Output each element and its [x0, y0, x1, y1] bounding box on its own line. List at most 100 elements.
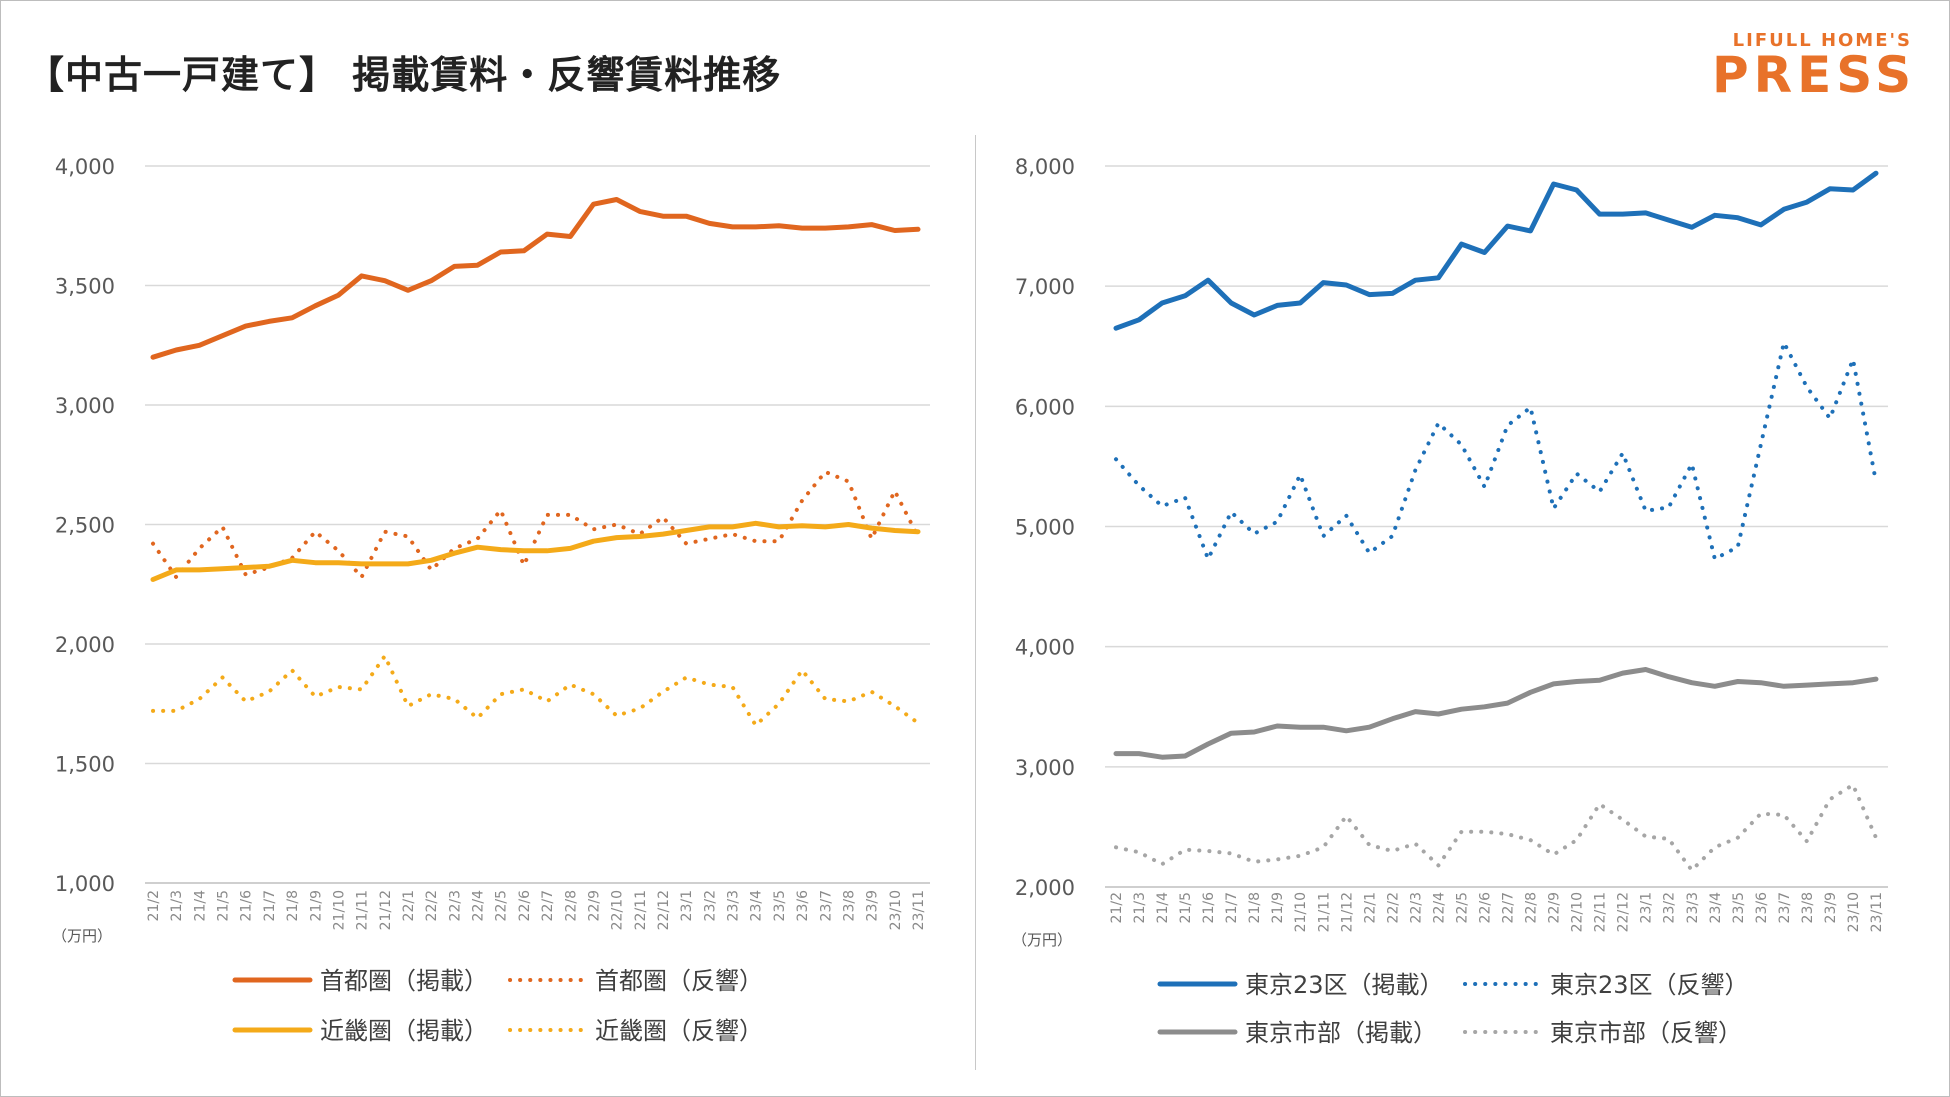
left-x-tick-label: 22/12	[656, 890, 672, 930]
left-series-line-2	[153, 523, 918, 579]
left-legend-label-2: 近畿圏（掲載）	[320, 1017, 488, 1045]
left-x-tick-label: 21/7	[262, 890, 278, 921]
left-legend-label-1: 首都圏（反響）	[595, 967, 763, 995]
right-x-tick-label: 21/12	[1339, 892, 1355, 932]
left-x-tick-label: 21/6	[239, 890, 255, 922]
right-x-tick-label: 23/11	[1869, 892, 1885, 932]
right-unit-label: （万円）	[1012, 931, 1072, 949]
right-x-tick-label: 22/1	[1362, 892, 1378, 923]
right-legend-label-0: 東京23区（掲載）	[1245, 971, 1444, 999]
left-x-tick-label: 22/6	[517, 890, 533, 922]
right-legend-label-3: 東京市部（反響）	[1550, 1019, 1742, 1047]
left-x-tick-label: 23/10	[888, 890, 904, 930]
left-x-tick-label: 23/1	[679, 890, 695, 921]
left-x-tick-label: 21/10	[331, 890, 347, 930]
right-y-tick-label: 4,000	[1015, 636, 1075, 660]
right-x-tick-label: 21/6	[1201, 892, 1217, 924]
right-series-line-0	[1116, 173, 1876, 328]
left-x-tick-label: 21/5	[216, 890, 232, 921]
left-x-tick-label: 22/11	[633, 890, 649, 930]
right-series-line-2	[1116, 670, 1876, 758]
left-series-line-0	[153, 200, 918, 358]
left-x-tick-label: 22/9	[586, 890, 602, 921]
left-y-tick-label: 1,500	[55, 753, 115, 777]
left-x-tick-label: 23/8	[841, 890, 857, 921]
left-x-tick-label: 23/7	[818, 890, 834, 921]
left-x-tick-label: 23/11	[911, 890, 927, 930]
right-x-tick-label: 22/2	[1385, 892, 1401, 923]
right-x-tick-label: 22/6	[1477, 892, 1493, 924]
right-x-tick-label: 22/11	[1593, 892, 1609, 932]
left-x-tick-label: 21/3	[169, 890, 185, 921]
left-x-tick-label: 21/8	[285, 890, 301, 921]
left-x-tick-label: 22/2	[424, 890, 440, 921]
left-x-tick-label: 22/10	[610, 890, 626, 930]
right-legend-label-2: 東京市部（掲載）	[1245, 1019, 1437, 1047]
right-x-tick-label: 22/3	[1408, 892, 1424, 923]
left-x-tick-label: 22/3	[447, 890, 463, 921]
right-series-line-3	[1116, 785, 1876, 870]
right-x-tick-label: 21/8	[1247, 892, 1263, 923]
left-x-tick-label: 21/9	[308, 890, 324, 921]
right-legend-label-1: 東京23区（反響）	[1550, 971, 1749, 999]
right-x-tick-label: 22/12	[1616, 892, 1632, 932]
left-unit-label: （万円）	[52, 927, 112, 945]
left-x-tick-label: 21/12	[378, 890, 394, 930]
chart-left-metro-kinki: 1,000 1,500 2,000 2,500 3,000 3,500 4,000 （万円） 2…	[0, 0, 975, 1097]
left-y-tick-label: 3,500	[55, 275, 115, 299]
left-y-tick-label: 2,500	[55, 514, 115, 538]
right-x-tick-label: 23/4	[1708, 892, 1724, 924]
right-x-tick-label: 21/11	[1316, 892, 1332, 932]
left-x-tick-label: 22/5	[494, 890, 510, 921]
left-x-tick-label: 21/2	[146, 890, 162, 921]
right-x-tick-label: 21/9	[1270, 892, 1286, 923]
left-y-tick-label: 2,000	[55, 633, 115, 657]
left-y-tick-label: 4,000	[55, 155, 115, 179]
left-y-tick-label: 1,000	[55, 872, 115, 896]
right-x-tick-label: 23/8	[1800, 892, 1816, 923]
right-y-tick-label: 7,000	[1015, 275, 1075, 299]
right-x-tick-label: 22/5	[1454, 892, 1470, 923]
left-x-tick-label: 23/5	[772, 890, 788, 921]
right-x-tick-label: 21/7	[1224, 892, 1240, 923]
right-x-tick-label: 22/7	[1501, 892, 1517, 923]
left-legend-label-0: 首都圏（掲載）	[320, 967, 488, 995]
right-x-tick-label: 23/10	[1846, 892, 1862, 932]
right-x-tick-label: 23/6	[1754, 892, 1770, 924]
right-x-tick-label: 22/10	[1570, 892, 1586, 932]
left-y-tick-label: 3,000	[55, 394, 115, 418]
right-x-tick-label: 22/9	[1547, 892, 1563, 923]
right-x-tick-label: 21/4	[1155, 892, 1171, 924]
right-x-tick-label: 23/1	[1639, 892, 1655, 923]
left-x-tick-label: 22/7	[540, 890, 556, 921]
right-y-tick-label: 2,000	[1015, 876, 1075, 900]
left-series-line-3	[153, 656, 918, 725]
right-y-tick-label: 6,000	[1015, 395, 1075, 419]
right-x-tick-label: 21/10	[1293, 892, 1309, 932]
right-x-tick-label: 23/5	[1731, 892, 1747, 923]
right-x-tick-label: 22/8	[1524, 892, 1540, 923]
left-x-tick-label: 22/1	[401, 890, 417, 921]
left-x-tick-label: 22/8	[563, 890, 579, 921]
right-x-tick-label: 23/9	[1823, 892, 1839, 923]
right-x-tick-label: 21/2	[1109, 892, 1125, 923]
right-x-tick-label: 23/3	[1685, 892, 1701, 923]
right-x-tick-label: 23/7	[1777, 892, 1793, 923]
right-x-tick-label: 21/3	[1132, 892, 1148, 923]
right-x-tick-label: 23/2	[1662, 892, 1678, 923]
right-y-tick-label: 3,000	[1015, 756, 1075, 780]
left-x-tick-label: 23/9	[865, 890, 881, 921]
right-x-tick-label: 22/4	[1431, 892, 1447, 924]
left-x-tick-label: 23/4	[749, 890, 765, 922]
right-y-tick-label: 5,000	[1015, 516, 1075, 540]
right-x-tick-label: 21/5	[1178, 892, 1194, 923]
left-x-tick-label: 21/11	[355, 890, 371, 930]
left-legend-label-3: 近畿圏（反響）	[595, 1017, 763, 1045]
left-x-tick-label: 21/4	[192, 890, 208, 922]
left-x-tick-label: 23/2	[702, 890, 718, 921]
left-x-tick-label: 23/3	[726, 890, 742, 921]
right-y-tick-label: 8,000	[1015, 155, 1075, 179]
left-x-tick-label: 22/4	[471, 890, 487, 922]
left-x-tick-label: 23/6	[795, 890, 811, 922]
chart-right-tokyo: 2,000 3,000 4,000 5,000 6,000 7,000 8,000 （万円） 2…	[975, 0, 1950, 1097]
